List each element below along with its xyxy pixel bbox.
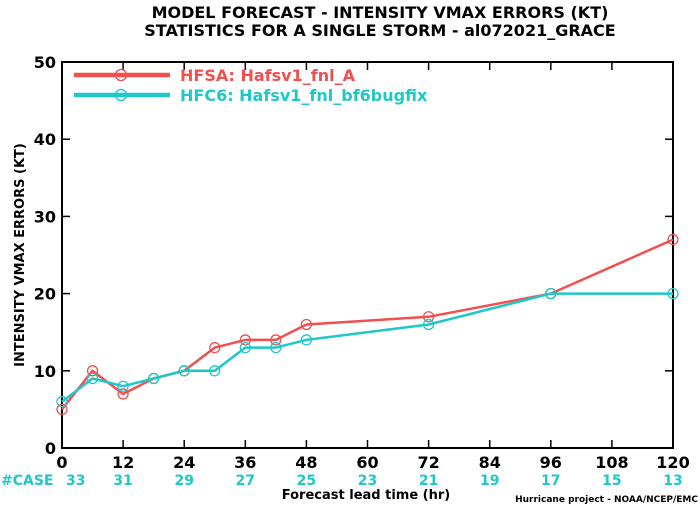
y-tick-label: 10: [34, 362, 56, 381]
data-point: [422, 311, 435, 323]
data-point: [117, 388, 129, 400]
x-tick-label: 120: [656, 453, 689, 472]
case-counts: #CASE 33 31 29 27 25 23 21 19 17 15 13: [1, 473, 683, 489]
data-point: [178, 365, 190, 377]
series-0: [56, 233, 679, 416]
data-point: [422, 318, 435, 331]
data-point: [270, 341, 282, 354]
case-count: 27: [236, 473, 255, 489]
data-point: [239, 334, 251, 346]
series-layer: [56, 233, 679, 416]
data-point: [667, 233, 679, 246]
x-axis-title: Forecast lead time (hr): [282, 488, 450, 503]
data-point: [147, 372, 160, 385]
data-point: [86, 372, 99, 385]
y-tick-label: 0: [45, 439, 56, 458]
case-count: 13: [663, 473, 682, 489]
x-tick-label: 12: [112, 453, 134, 472]
data-point: [86, 365, 99, 377]
case-count: 25: [297, 473, 316, 489]
legend-item: HFSA: Hafsv1_fnl_A: [74, 66, 356, 85]
y-tick-label: 20: [34, 285, 56, 304]
x-tick-label: 84: [479, 453, 501, 472]
data-point: [209, 341, 221, 354]
legend-label: HFC6: Hafsv1_fnl_bf6bugfix: [180, 86, 428, 105]
data-point: [667, 287, 679, 300]
data-point: [239, 341, 251, 354]
series-line: [61, 238, 674, 411]
case-count: 19: [480, 473, 499, 489]
legend-marker: [114, 68, 128, 82]
series-1: [56, 287, 679, 408]
legend-label: HFSA: Hafsv1_fnl_A: [180, 66, 356, 85]
data-point: [56, 403, 68, 416]
case-count: 15: [602, 473, 621, 489]
axes: 0 10 20 30 40 50 0 12 24 36 48 60 72 84 96 108 120: [34, 53, 690, 472]
data-point: [209, 365, 221, 377]
case-count: 21: [419, 473, 438, 489]
y-tick-label: 50: [34, 53, 56, 72]
legend-item: HFC6: Hafsv1_fnl_bf6bugfix: [74, 86, 428, 105]
data-point: [117, 380, 129, 392]
case-count: 23: [358, 473, 377, 489]
data-point: [270, 334, 282, 346]
series-line: [61, 292, 673, 403]
case-prefix: #CASE: [1, 473, 54, 489]
x-tick-label: 0: [56, 453, 67, 472]
y-tick-label: 30: [34, 207, 56, 226]
legend-marker: [114, 88, 128, 102]
plot-frame: [61, 61, 674, 449]
x-tick-label: 108: [595, 453, 628, 472]
case-count: 29: [174, 473, 193, 489]
case-count: 33: [66, 473, 85, 489]
case-count: 17: [541, 473, 560, 489]
chart-subtitle: STATISTICS FOR A SINGLE STORM - al072021…: [144, 21, 615, 40]
data-point: [56, 396, 68, 408]
x-tick-label: 48: [295, 453, 317, 472]
x-tick-label: 36: [234, 453, 256, 472]
data-point: [300, 334, 313, 346]
y-axis-title: INTENSITY VMAX ERRORS (KT): [13, 143, 28, 367]
x-tick-label: 24: [173, 453, 195, 472]
x-tick-label: 60: [356, 453, 378, 472]
chart-title: MODEL FORECAST - INTENSITY VMAX ERRORS (…: [152, 3, 609, 22]
data-point: [545, 287, 557, 300]
x-tick-label: 96: [540, 453, 562, 472]
x-tick-label: 72: [417, 453, 439, 472]
case-count: 31: [113, 473, 132, 489]
y-tick-label: 40: [34, 130, 56, 149]
credit-text: Hurricane project - NOAA/NCEP/EMC: [515, 495, 698, 505]
data-point: [300, 318, 313, 331]
